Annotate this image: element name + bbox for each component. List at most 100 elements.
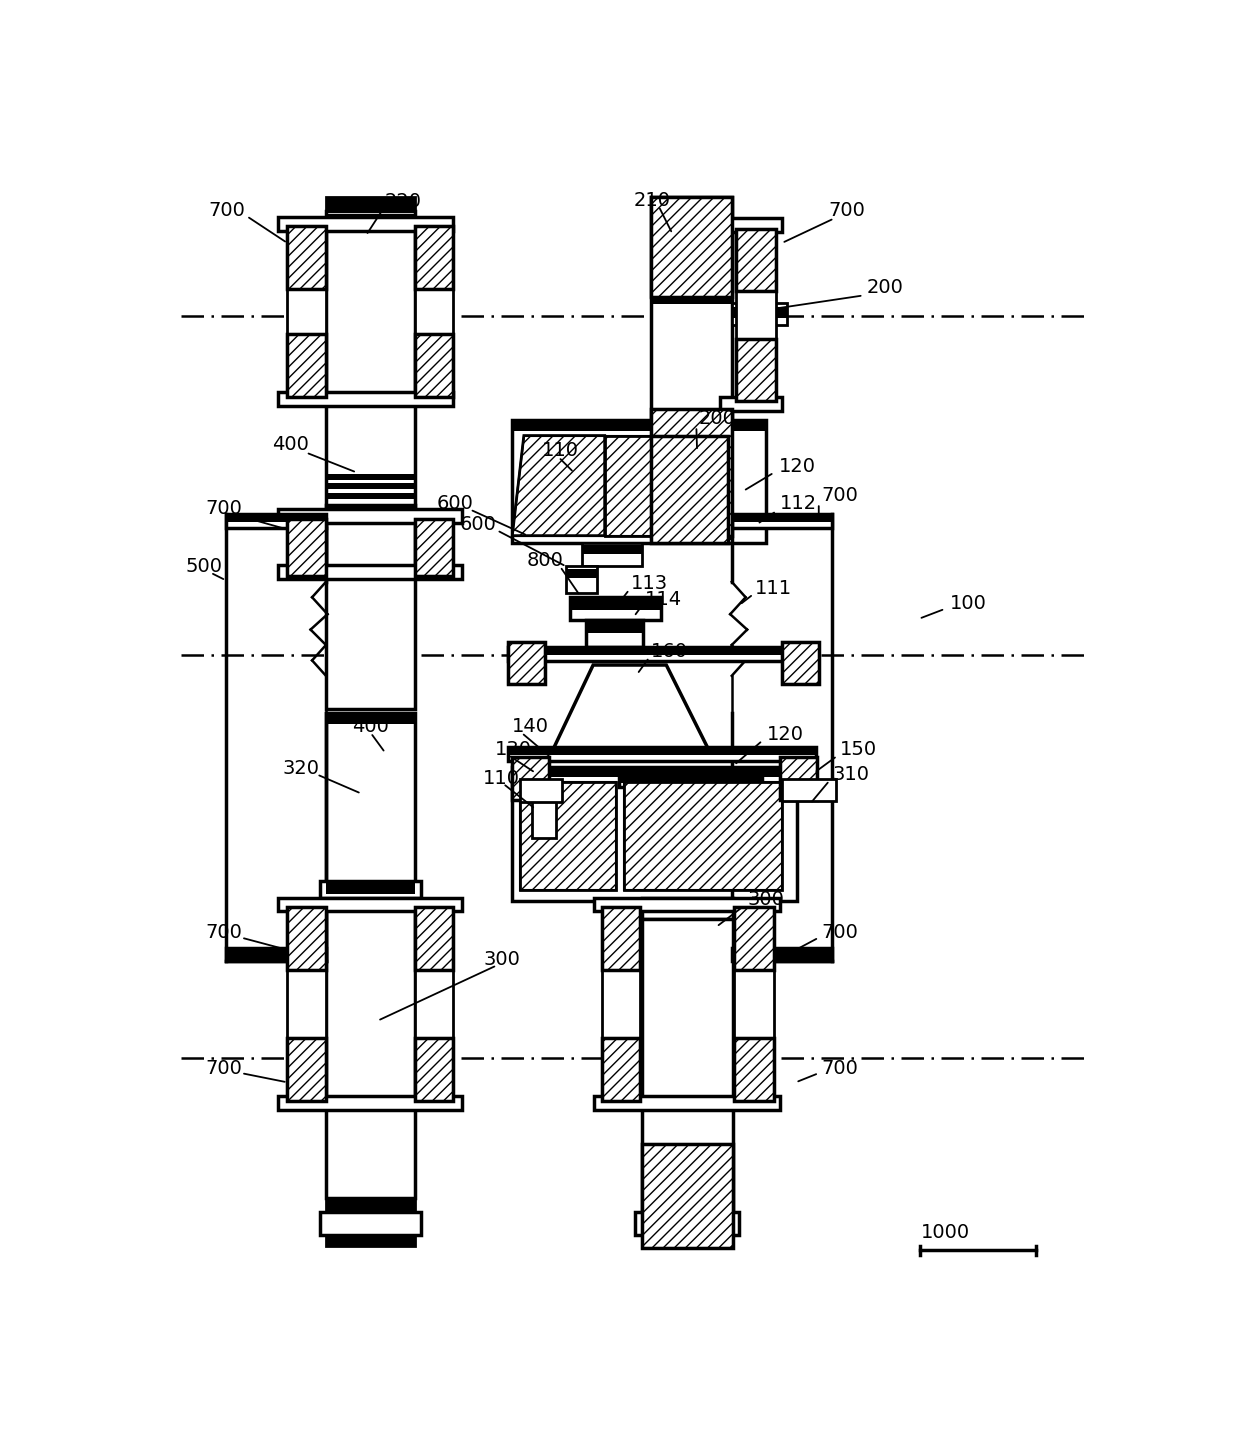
Bar	[512, 766, 797, 902]
Bar	[326, 1197, 414, 1212]
Bar	[414, 906, 453, 970]
Bar	[651, 436, 728, 543]
Bar	[326, 507, 414, 515]
Bar	[732, 307, 787, 317]
Bar	[288, 334, 326, 397]
Text: 300: 300	[484, 950, 520, 969]
Bar	[570, 599, 661, 610]
Bar	[288, 290, 326, 334]
Bar	[326, 211, 414, 507]
Bar	[567, 569, 596, 578]
Bar	[512, 757, 549, 799]
Bar	[326, 197, 414, 211]
Bar	[512, 420, 766, 432]
Bar	[532, 796, 557, 838]
Bar	[601, 906, 640, 970]
Text: 1000: 1000	[920, 1224, 970, 1242]
Bar	[582, 543, 641, 566]
Bar	[414, 1038, 453, 1100]
Bar	[567, 566, 596, 594]
Polygon shape	[512, 436, 605, 536]
Text: 400: 400	[272, 436, 309, 455]
Bar	[735, 339, 776, 401]
Bar	[278, 565, 463, 579]
Text: 120: 120	[779, 458, 816, 476]
Bar	[641, 1144, 733, 1248]
Bar	[508, 649, 816, 654]
Bar	[226, 514, 326, 521]
Text: 700: 700	[206, 1058, 243, 1077]
Bar	[414, 906, 453, 970]
Bar	[226, 514, 326, 529]
Text: 600: 600	[460, 514, 497, 534]
Bar	[288, 970, 326, 1038]
Bar	[512, 420, 766, 543]
Bar	[641, 899, 733, 909]
Text: 120: 120	[766, 725, 804, 744]
Bar	[619, 772, 761, 783]
Bar	[532, 799, 557, 807]
Bar	[326, 505, 414, 710]
Bar	[651, 197, 732, 297]
Bar	[735, 291, 776, 339]
Bar	[520, 782, 616, 891]
Text: 140: 140	[512, 717, 549, 736]
Bar	[320, 1212, 420, 1235]
Bar	[512, 766, 797, 778]
Text: 700: 700	[208, 201, 246, 220]
Text: 110: 110	[542, 442, 579, 460]
Text: 700: 700	[822, 922, 859, 941]
Bar	[520, 782, 616, 891]
Bar	[601, 970, 640, 1038]
Bar	[278, 217, 453, 230]
Bar	[651, 530, 732, 540]
Bar	[641, 919, 733, 1212]
Bar	[582, 544, 641, 555]
Bar	[320, 880, 420, 898]
Text: 200: 200	[698, 410, 735, 429]
Bar	[288, 1038, 326, 1100]
Bar	[570, 597, 661, 620]
Polygon shape	[549, 665, 713, 757]
Bar	[326, 484, 414, 489]
Text: 800: 800	[526, 550, 563, 571]
Bar	[651, 292, 732, 304]
Text: 160: 160	[651, 641, 688, 660]
Text: 500: 500	[185, 557, 222, 576]
Bar	[326, 473, 414, 481]
Bar	[641, 898, 733, 919]
Bar	[326, 214, 414, 223]
Bar	[414, 226, 453, 290]
Bar	[414, 334, 453, 397]
Text: 400: 400	[352, 717, 389, 736]
Bar	[735, 339, 776, 401]
Bar	[520, 779, 563, 802]
Bar	[641, 1206, 733, 1216]
Bar	[601, 1038, 640, 1100]
Bar	[619, 770, 761, 788]
Bar	[734, 1038, 774, 1100]
Text: 111: 111	[755, 579, 792, 598]
Bar	[508, 641, 546, 685]
Text: 700: 700	[822, 487, 859, 505]
Bar	[734, 970, 774, 1038]
Bar	[734, 906, 774, 970]
Text: 150: 150	[841, 740, 878, 759]
Text: 210: 210	[634, 191, 671, 210]
Bar	[587, 620, 644, 647]
Bar	[781, 782, 836, 791]
Bar	[651, 408, 732, 536]
Bar	[288, 518, 326, 576]
Bar	[326, 1235, 414, 1247]
Bar	[732, 514, 832, 529]
Bar	[414, 1038, 453, 1100]
Bar	[278, 898, 463, 911]
Bar	[624, 782, 781, 891]
Bar	[635, 1212, 739, 1235]
Bar	[734, 1038, 774, 1100]
Text: 113: 113	[631, 573, 668, 592]
Bar	[624, 782, 781, 891]
Bar	[414, 970, 453, 1038]
Bar	[601, 906, 640, 970]
Text: 130: 130	[495, 740, 532, 759]
